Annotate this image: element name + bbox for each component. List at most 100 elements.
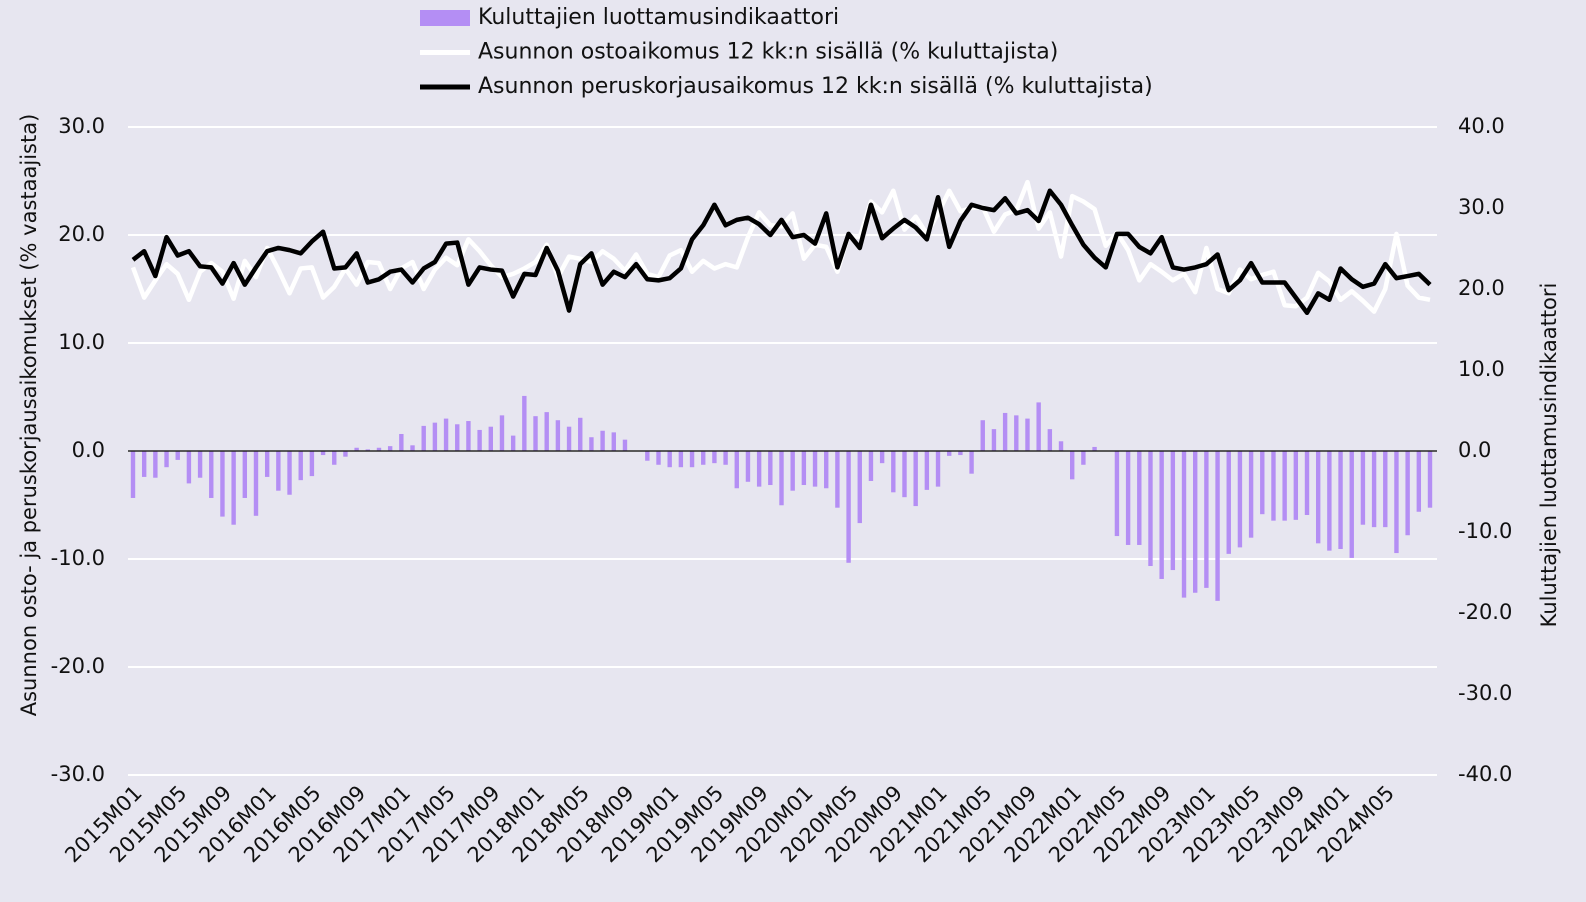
bar <box>656 451 661 465</box>
bar <box>544 412 549 451</box>
bar <box>499 415 505 451</box>
bar <box>902 451 907 498</box>
bar <box>477 429 482 451</box>
y2-tick-label: 20.0 <box>1458 276 1505 300</box>
y-axis-title: Asunnon osto- ja peruskorjausaikomukset … <box>17 114 41 717</box>
bar <box>935 451 941 487</box>
y2-axis-title: Kuluttajien luottamusindikaattori <box>1537 283 1561 628</box>
bar <box>443 418 449 451</box>
bar <box>756 451 762 487</box>
bar <box>309 451 315 477</box>
bar <box>276 451 281 491</box>
bar <box>689 451 695 468</box>
bar <box>1002 412 1008 451</box>
bar <box>611 432 616 451</box>
bar <box>1416 451 1422 512</box>
bar <box>343 451 348 457</box>
bar <box>1025 418 1030 451</box>
bar <box>432 422 438 451</box>
bar <box>510 435 516 451</box>
bar <box>399 433 404 451</box>
bar <box>164 451 169 468</box>
bar <box>1271 451 1276 521</box>
bar <box>231 451 236 525</box>
bar <box>980 420 985 451</box>
bar <box>1304 451 1310 515</box>
bar <box>913 451 918 507</box>
bar <box>566 426 572 451</box>
bar <box>779 451 784 506</box>
bar <box>365 449 371 451</box>
y2-tick-label: 0.0 <box>1458 438 1491 462</box>
bar <box>924 451 930 490</box>
bar <box>376 447 382 451</box>
bar <box>320 451 326 456</box>
bar <box>846 451 851 563</box>
bar <box>678 451 684 468</box>
line <box>130 179 1431 314</box>
bar <box>354 447 359 451</box>
bar <box>1014 415 1019 451</box>
y2-tick-label: 10.0 <box>1458 357 1505 381</box>
legend-swatch <box>420 10 470 26</box>
bar <box>1137 451 1142 545</box>
bar <box>455 424 460 451</box>
bar <box>141 451 147 477</box>
bar <box>790 451 795 491</box>
y-tick-label: 0.0 <box>72 438 105 462</box>
bar <box>153 451 158 478</box>
bar <box>1371 451 1377 528</box>
bar <box>1338 451 1343 550</box>
bar <box>745 451 751 482</box>
bar <box>812 451 818 487</box>
bar <box>1092 446 1097 451</box>
bar <box>533 416 538 451</box>
bar <box>589 437 594 451</box>
bar <box>130 451 136 498</box>
bar <box>1226 451 1231 554</box>
bar <box>1204 451 1209 588</box>
bar <box>1181 451 1187 598</box>
bar <box>1427 451 1433 508</box>
bar <box>1405 451 1410 536</box>
bar <box>600 430 605 451</box>
bar <box>209 451 214 498</box>
bar <box>734 451 739 489</box>
y-tick-label: -10.0 <box>51 546 105 570</box>
bar <box>1036 402 1041 451</box>
bar <box>723 451 728 465</box>
bar <box>410 445 415 451</box>
legend-label: Asunnon peruskorjausaikomus 12 kk:n sisä… <box>478 74 1153 99</box>
legend-label: Asunnon ostoaikomus 12 kk:n sisällä (% k… <box>478 40 1058 65</box>
bar <box>332 451 337 465</box>
bar <box>1125 451 1131 545</box>
bar <box>868 451 874 481</box>
bar <box>387 446 393 451</box>
bar <box>1159 451 1164 579</box>
bar <box>555 420 561 451</box>
bar <box>1282 451 1287 521</box>
bar <box>879 451 885 464</box>
bar <box>947 451 952 456</box>
bar <box>220 451 225 517</box>
bar <box>701 451 706 465</box>
line <box>131 188 1432 316</box>
legend: Kuluttajien luottamusindikaattori Asunnon… <box>420 5 1153 99</box>
bar <box>242 451 248 498</box>
bar <box>835 451 840 508</box>
bar <box>1383 451 1388 528</box>
bar <box>801 451 807 486</box>
bar <box>1070 451 1075 480</box>
bar <box>298 451 303 481</box>
bar <box>253 451 259 516</box>
y-tick-label: 30.0 <box>58 114 105 138</box>
bar <box>991 429 997 451</box>
bar <box>175 451 180 460</box>
bar <box>1081 451 1086 465</box>
y-tick-label: -30.0 <box>51 762 105 786</box>
bar <box>1215 451 1220 601</box>
bar <box>197 451 203 478</box>
y2-tick-label: 40.0 <box>1458 114 1505 138</box>
bar <box>969 451 974 474</box>
bar <box>488 426 493 451</box>
